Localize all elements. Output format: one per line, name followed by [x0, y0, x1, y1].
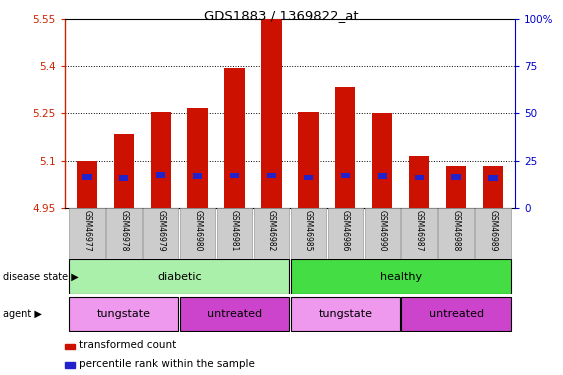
Text: untreated: untreated: [207, 309, 262, 319]
Bar: [401, 208, 437, 259]
Bar: [180, 297, 289, 331]
Text: disease state ▶: disease state ▶: [3, 272, 79, 282]
Text: GSM46988: GSM46988: [452, 210, 461, 251]
Bar: [225, 68, 245, 208]
Bar: [483, 166, 503, 208]
Bar: [65, 344, 75, 349]
Text: GSM46982: GSM46982: [267, 210, 276, 251]
Bar: [187, 108, 208, 208]
Bar: [254, 208, 289, 259]
Bar: [291, 208, 326, 259]
Bar: [180, 208, 216, 259]
Text: GSM46990: GSM46990: [378, 210, 387, 251]
Bar: [69, 297, 178, 331]
Bar: [488, 175, 498, 181]
Bar: [150, 112, 171, 208]
Text: GSM46981: GSM46981: [230, 210, 239, 251]
Bar: [77, 161, 97, 208]
Text: percentile rank within the sample: percentile rank within the sample: [79, 359, 255, 369]
Bar: [291, 260, 511, 294]
Bar: [69, 260, 289, 294]
Bar: [401, 297, 511, 331]
Bar: [230, 173, 239, 178]
Bar: [82, 174, 92, 180]
Bar: [378, 173, 387, 179]
Bar: [69, 208, 105, 259]
Text: GSM46977: GSM46977: [82, 210, 91, 251]
Text: GSM46989: GSM46989: [489, 210, 498, 251]
Bar: [217, 208, 252, 259]
Bar: [65, 362, 75, 368]
Text: tungstate: tungstate: [318, 309, 372, 319]
Bar: [452, 174, 461, 180]
Bar: [475, 208, 511, 259]
Bar: [439, 208, 474, 259]
Bar: [261, 20, 282, 208]
Bar: [106, 208, 141, 259]
Bar: [341, 173, 350, 178]
Text: GSM46978: GSM46978: [119, 210, 128, 251]
Bar: [143, 208, 178, 259]
Bar: [114, 134, 134, 208]
Text: GSM46986: GSM46986: [341, 210, 350, 251]
Bar: [119, 175, 128, 181]
Text: healthy: healthy: [379, 272, 422, 282]
Bar: [409, 156, 430, 208]
Text: GSM46980: GSM46980: [193, 210, 202, 251]
Text: tungstate: tungstate: [97, 309, 151, 319]
Text: transformed count: transformed count: [79, 340, 176, 350]
Bar: [298, 112, 319, 208]
Bar: [364, 208, 400, 259]
Text: GSM46987: GSM46987: [415, 210, 424, 251]
Text: agent ▶: agent ▶: [3, 309, 42, 319]
Bar: [267, 173, 276, 178]
Bar: [291, 297, 400, 331]
Text: GDS1883 / 1369822_at: GDS1883 / 1369822_at: [204, 9, 359, 22]
Text: diabetic: diabetic: [157, 272, 202, 282]
Text: GSM46985: GSM46985: [304, 210, 313, 251]
Bar: [193, 173, 202, 179]
Bar: [446, 165, 466, 208]
Bar: [372, 113, 392, 208]
Bar: [328, 208, 363, 259]
Bar: [335, 87, 355, 208]
Text: untreated: untreated: [428, 309, 484, 319]
Bar: [156, 172, 166, 178]
Text: GSM46979: GSM46979: [156, 210, 165, 251]
Bar: [304, 175, 313, 180]
Bar: [414, 175, 424, 180]
